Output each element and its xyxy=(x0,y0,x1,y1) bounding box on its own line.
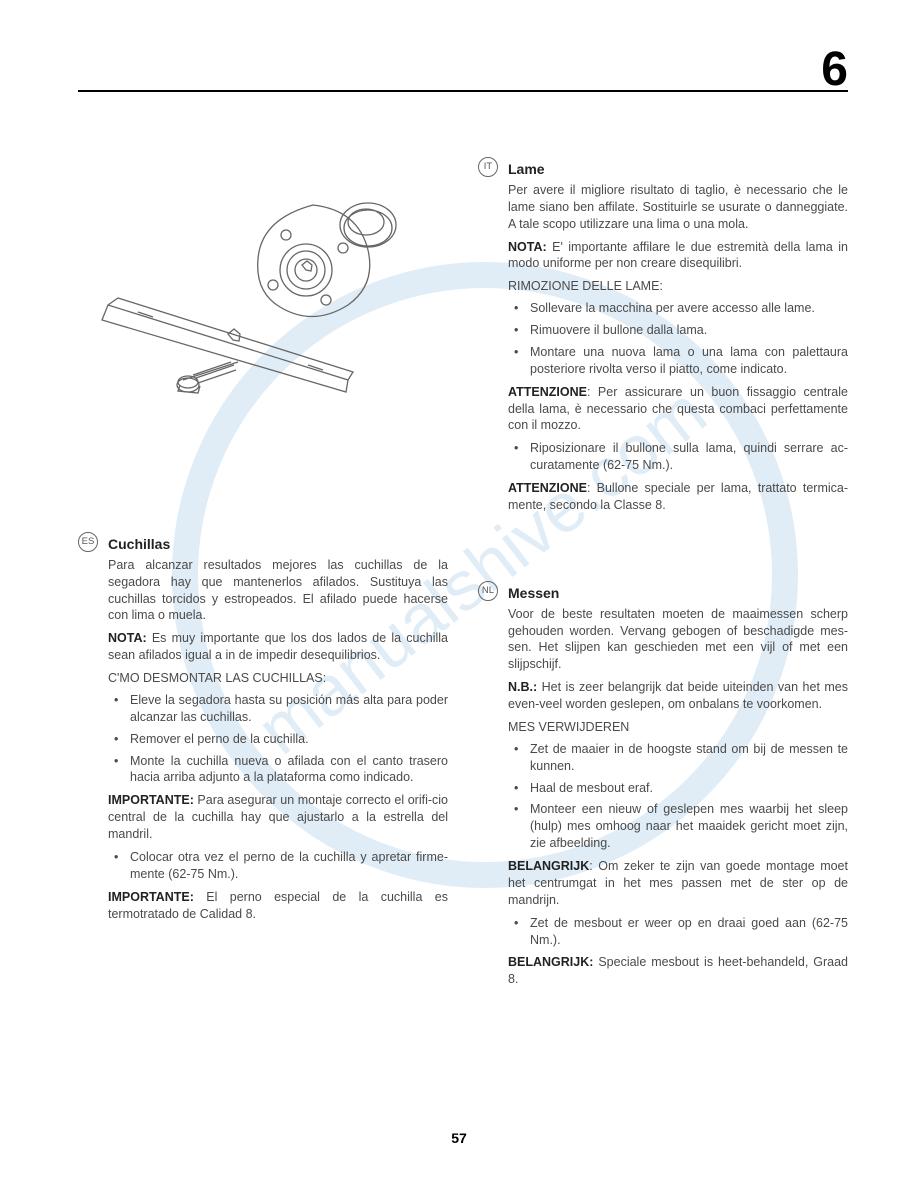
it-att1: ATTENZIONE: Per assicurare un buon fissa… xyxy=(508,384,848,435)
it-title: Lame xyxy=(508,160,848,179)
nl-title: Messen xyxy=(508,584,848,603)
lang-badge-es: ES xyxy=(78,532,98,552)
right-column: IT Lame Per avere il migliore risultato … xyxy=(478,150,848,1028)
nl-note-text: Het is zeer belangrijk dat beide uiteind… xyxy=(508,680,848,711)
list-item: Riposizionare il bullone sulla lama, qui… xyxy=(508,440,848,474)
nl-imp1-label: BELANGRIJK xyxy=(508,859,589,873)
nl-bullets-a: Zet de maaier in de hoogste stand om bij… xyxy=(508,741,848,852)
es-important1: IMPORTANTE: Para asegurar un montaje cor… xyxy=(108,792,448,843)
section-es: ES Cuchillas Para alcanzar resultados me… xyxy=(108,535,448,923)
nl-imp2-label: BELANGRIJK: xyxy=(508,955,593,969)
es-bullets-a: Eleve la segadora hasta su posición más … xyxy=(108,692,448,786)
it-note-label: NOTA: xyxy=(508,240,547,254)
list-item: Zet de maaier in de hoogste stand om bij… xyxy=(508,741,848,775)
es-note: NOTA: Es muy importante que los dos lado… xyxy=(108,630,448,664)
list-item: Sollevare la macchina per avere accesso … xyxy=(508,300,848,317)
nl-imp2: BELANGRIJK: Speciale mesbout is heet-beh… xyxy=(508,954,848,988)
nl-note: N.B.: Het is zeer belangrijk dat beide u… xyxy=(508,679,848,713)
list-item: Colocar otra vez el perno de la cuchilla… xyxy=(108,849,448,883)
page-number: 57 xyxy=(0,1129,918,1148)
list-item: Remover el perno de la cuchilla. xyxy=(108,731,448,748)
es-bullets-b: Colocar otra vez el perno de la cuchilla… xyxy=(108,849,448,883)
section-it: IT Lame Per avere il migliore risultato … xyxy=(508,160,848,514)
it-intro: Per avere il migliore risultato di tagli… xyxy=(508,182,848,233)
chapter-number: 6 xyxy=(821,38,848,103)
list-item: Zet de mesbout er weer op en draai goed … xyxy=(508,915,848,949)
section-nl: NL Messen Voor de beste resultaten moete… xyxy=(508,584,848,988)
nl-note-label: N.B.: xyxy=(508,680,537,694)
es-important2: IMPORTANTE: El perno especial de la cuch… xyxy=(108,889,448,923)
es-note-label: NOTA: xyxy=(108,631,147,645)
es-note-text: Es muy importante que los dos lados de l… xyxy=(108,631,448,662)
blade-assembly-diagram xyxy=(88,180,428,410)
lang-badge-it: IT xyxy=(478,157,498,177)
it-att2: ATTENZIONE: Bullone speciale per lama, t… xyxy=(508,480,848,514)
list-item: Eleve la segadora hasta su posición más … xyxy=(108,692,448,726)
it-subheading: RIMOZIONE DELLE LAME: xyxy=(508,278,848,295)
nl-imp1: BELANGRIJK: Om zeker te zijn van goede m… xyxy=(508,858,848,909)
es-intro: Para alcanzar resultados mejores las cuc… xyxy=(108,557,448,625)
es-imp2-label: IMPORTANTE: xyxy=(108,890,194,904)
es-title: Cuchillas xyxy=(108,535,448,554)
it-att1-label: ATTENZIONE xyxy=(508,385,587,399)
nl-bullets-b: Zet de mesbout er weer op en draai goed … xyxy=(508,915,848,949)
it-note-text: E' importante affilare le due estremità … xyxy=(508,240,848,271)
header-rule xyxy=(78,90,848,92)
nl-intro: Voor de beste resultaten moeten de maaim… xyxy=(508,606,848,674)
list-item: Haal de mesbout eraf. xyxy=(508,780,848,797)
list-item: Montare una nuova lama o una lama con pa… xyxy=(508,344,848,378)
es-imp1-label: IMPORTANTE: xyxy=(108,793,194,807)
list-item: Monteer een nieuw of geslepen mes waarbi… xyxy=(508,801,848,852)
list-item: Monte la cuchilla nueva o afilada con el… xyxy=(108,753,448,787)
page-content: ES Cuchillas Para alcanzar resultados me… xyxy=(78,150,848,1028)
es-subheading: C'MO DESMONTAR LAS CUCHILLAS: xyxy=(108,670,448,687)
it-bullets-b: Riposizionare il bullone sulla lama, qui… xyxy=(508,440,848,474)
it-note: NOTA: E' importante affilare le due estr… xyxy=(508,239,848,273)
left-column: ES Cuchillas Para alcanzar resultados me… xyxy=(78,150,448,1028)
it-bullets-a: Sollevare la macchina per avere accesso … xyxy=(508,300,848,378)
list-item: Rimuovere il bullone dalla lama. xyxy=(508,322,848,339)
lang-badge-nl: NL xyxy=(478,581,498,601)
it-att2-label: ATTENZIONE xyxy=(508,481,587,495)
nl-subheading: MES VERWIJDEREN xyxy=(508,719,848,736)
